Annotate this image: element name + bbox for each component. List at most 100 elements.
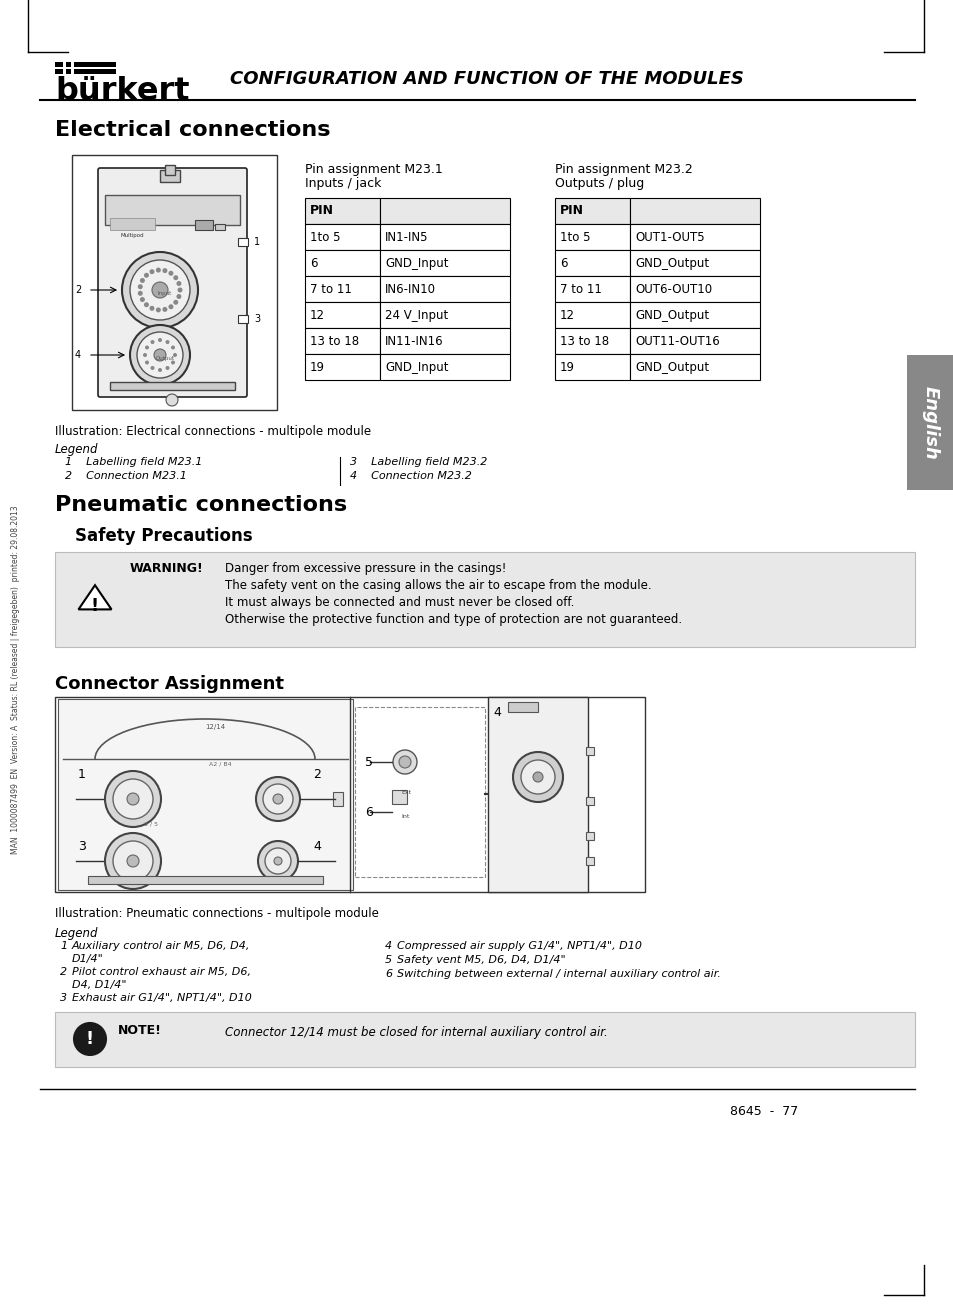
Circle shape — [176, 281, 181, 285]
Polygon shape — [78, 585, 112, 609]
Circle shape — [533, 772, 542, 782]
Circle shape — [169, 304, 173, 309]
Text: Compressed air supply G1/4", NPT1/4", D10: Compressed air supply G1/4", NPT1/4", D1… — [396, 942, 641, 951]
Text: Connector 12/14 must be closed for internal auxiliary control air.: Connector 12/14 must be closed for inter… — [225, 1026, 607, 1039]
Bar — [555, 276, 629, 302]
Circle shape — [151, 366, 154, 370]
Bar — [629, 250, 760, 276]
Bar — [555, 327, 629, 354]
Bar — [379, 250, 510, 276]
Text: 2: 2 — [74, 285, 81, 295]
Text: Connector Assignment: Connector Assignment — [55, 675, 284, 693]
Circle shape — [155, 308, 161, 313]
Text: GND_Output: GND_Output — [635, 256, 708, 270]
Circle shape — [171, 346, 174, 350]
Text: MAN  1000087499  EN  Version: A  Status: RL (released | freigegeben)  printed: 2: MAN 1000087499 EN Version: A Status: RL … — [11, 506, 20, 855]
Text: The safety vent on the casing allows the air to escape from the module.: The safety vent on the casing allows the… — [225, 579, 651, 592]
Text: WARNING!: WARNING! — [130, 562, 204, 575]
Circle shape — [112, 842, 152, 881]
Circle shape — [172, 352, 177, 356]
Bar — [55, 697, 644, 892]
Text: 5: 5 — [385, 955, 392, 965]
Bar — [379, 199, 510, 224]
Text: !: ! — [86, 1030, 94, 1048]
Bar — [58, 700, 353, 890]
Bar — [555, 250, 629, 276]
Text: Int: Int — [401, 814, 410, 819]
Bar — [305, 354, 379, 380]
Text: GND_Input: GND_Input — [385, 256, 448, 270]
Text: Ext: Ext — [400, 789, 411, 794]
Bar — [110, 381, 234, 391]
Circle shape — [513, 752, 562, 802]
Circle shape — [144, 272, 149, 277]
Text: 6: 6 — [365, 806, 373, 818]
Bar — [165, 164, 174, 175]
Text: 13 to 18: 13 to 18 — [310, 335, 358, 348]
Text: 19: 19 — [310, 362, 325, 373]
Circle shape — [520, 760, 555, 794]
Circle shape — [122, 252, 198, 327]
Text: Pneumatic connections: Pneumatic connections — [55, 494, 347, 515]
Circle shape — [145, 346, 149, 350]
Text: Illustration: Pneumatic connections - multipole module: Illustration: Pneumatic connections - mu… — [55, 907, 378, 920]
Circle shape — [137, 284, 143, 289]
Bar — [379, 302, 510, 327]
Bar — [629, 224, 760, 250]
Bar — [237, 316, 248, 323]
Circle shape — [162, 306, 167, 312]
Bar — [105, 195, 240, 225]
Bar — [629, 302, 760, 327]
Text: Switching between external / internal auxiliary control air.: Switching between external / internal au… — [396, 969, 720, 978]
Circle shape — [137, 291, 143, 296]
Bar — [74, 68, 116, 74]
Circle shape — [130, 325, 190, 385]
Bar — [379, 354, 510, 380]
Bar — [214, 224, 225, 230]
Text: 8645  -  77: 8645 - 77 — [729, 1105, 798, 1118]
Bar — [194, 220, 213, 230]
Text: Legend: Legend — [55, 443, 98, 456]
Circle shape — [155, 267, 161, 272]
Text: 4: 4 — [385, 942, 392, 951]
Text: Danger from excessive pressure in the casings!: Danger from excessive pressure in the ca… — [225, 562, 506, 575]
Text: GND_Output: GND_Output — [635, 309, 708, 322]
Bar — [66, 68, 71, 74]
Bar — [392, 790, 407, 803]
Circle shape — [140, 297, 145, 302]
Text: Pilot control exhaust air M5, D6,: Pilot control exhaust air M5, D6, — [71, 967, 251, 977]
Text: 12/14: 12/14 — [205, 725, 225, 730]
Circle shape — [105, 832, 161, 889]
Text: D4, D1/4": D4, D1/4" — [71, 980, 127, 990]
Text: Electrical connections: Electrical connections — [55, 120, 330, 139]
Text: 4: 4 — [75, 350, 81, 360]
Bar — [555, 302, 629, 327]
Text: 1: 1 — [253, 237, 260, 247]
Bar — [629, 327, 760, 354]
Bar — [305, 327, 379, 354]
Bar — [585, 747, 594, 755]
Text: 1    Labelling field M23.1: 1 Labelling field M23.1 — [65, 458, 202, 467]
Text: D1/4": D1/4" — [71, 953, 104, 964]
Circle shape — [158, 338, 162, 342]
Text: Illustration: Electrical connections - multipole module: Illustration: Electrical connections - m… — [55, 425, 371, 438]
Circle shape — [145, 360, 149, 364]
Circle shape — [74, 1023, 106, 1055]
Bar — [555, 224, 629, 250]
Bar — [305, 276, 379, 302]
Text: 1to 5: 1to 5 — [559, 231, 590, 245]
Text: Pin assignment M23.2: Pin assignment M23.2 — [555, 163, 692, 176]
Text: 7 to 11: 7 to 11 — [310, 283, 352, 296]
Circle shape — [165, 341, 170, 345]
Circle shape — [255, 777, 299, 821]
Text: 12: 12 — [310, 309, 325, 322]
Text: 3: 3 — [78, 840, 86, 853]
Text: 4: 4 — [313, 840, 320, 853]
Bar — [55, 62, 63, 67]
Circle shape — [166, 394, 178, 406]
Circle shape — [144, 302, 149, 308]
Text: GND_Input: GND_Input — [385, 362, 448, 373]
Circle shape — [151, 341, 154, 345]
Text: 24 V_Input: 24 V_Input — [385, 309, 448, 322]
Text: IN1-IN5: IN1-IN5 — [385, 231, 428, 245]
